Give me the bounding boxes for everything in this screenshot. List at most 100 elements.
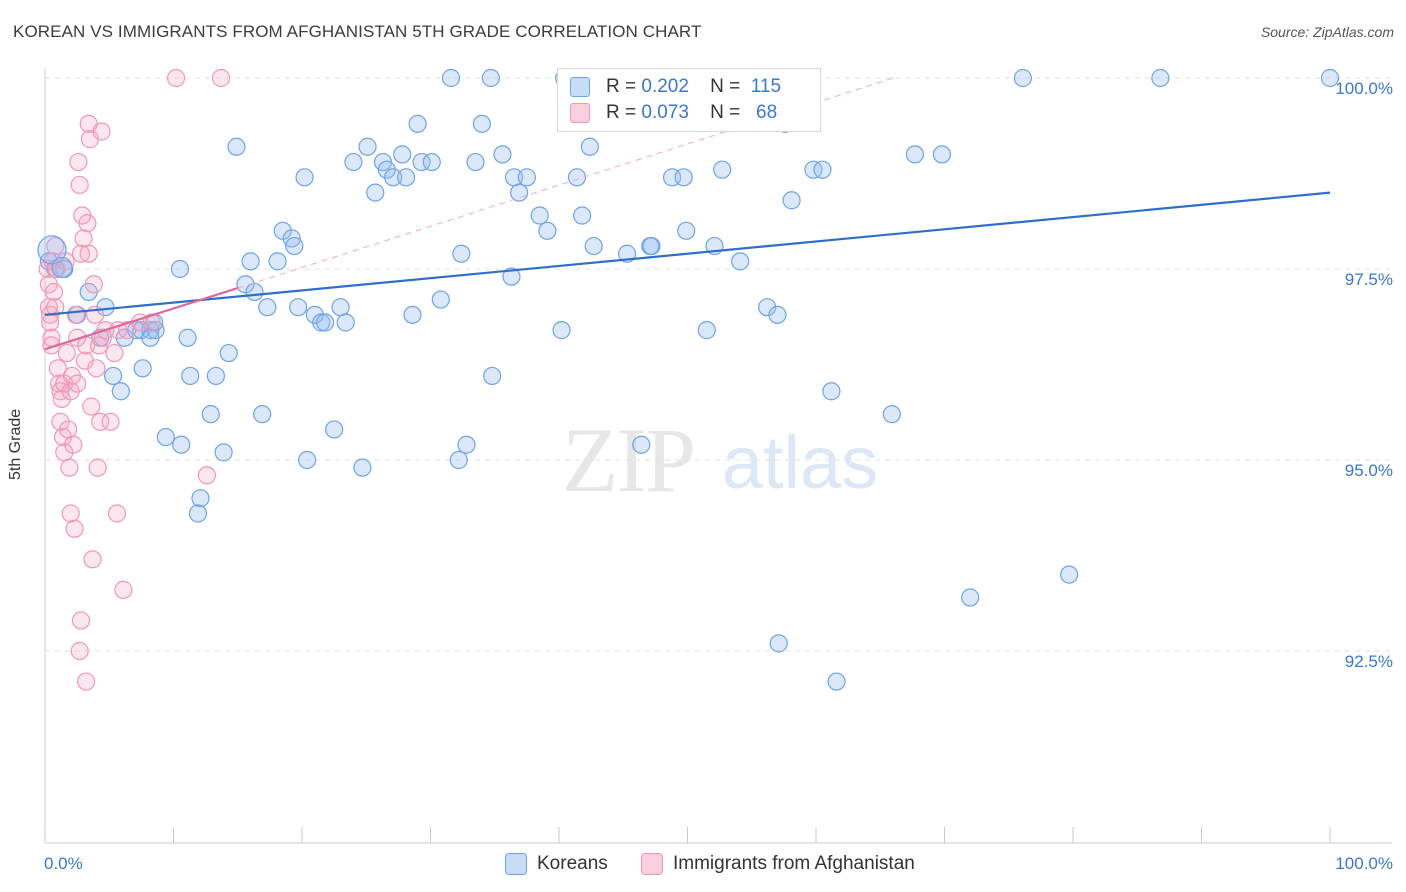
- korean-point: [1060, 565, 1079, 584]
- afghanistan-point: [61, 504, 80, 523]
- koreans-trend-line: [44, 191, 1331, 316]
- afghanistan-point: [61, 382, 80, 401]
- korean-point: [377, 160, 396, 179]
- korean-point: [331, 298, 350, 317]
- afghanistan-point: [71, 244, 91, 263]
- afghanistan-point: [70, 641, 89, 661]
- korean-point: [219, 343, 238, 363]
- korean-point: [258, 298, 277, 317]
- n-value-koreans: 115: [750, 76, 782, 97]
- korean-point: [253, 405, 272, 424]
- afghanistan-point: [64, 435, 83, 454]
- afghanistan-point: [59, 420, 78, 439]
- korean-point: [188, 504, 208, 523]
- korean-point: [422, 152, 441, 172]
- korean-point: [37, 235, 67, 265]
- korean-point: [813, 160, 832, 179]
- legend-item-afghanistan[interactable]: Immigrants from Afghanistan: [641, 852, 915, 876]
- afghanistan-point: [91, 412, 110, 431]
- afghanistan-point: [101, 412, 120, 431]
- afghanistan-point: [60, 458, 79, 477]
- korean-point: [431, 290, 450, 309]
- korean-point: [206, 366, 226, 386]
- korean-point: [768, 305, 787, 324]
- afghanistan-point: [211, 68, 231, 88]
- korean-point: [567, 168, 587, 187]
- korean-point: [483, 366, 502, 386]
- korean-point: [538, 221, 557, 240]
- korean-point: [452, 244, 471, 263]
- korean-point: [882, 405, 901, 424]
- korean-point: [932, 145, 952, 164]
- afghanistan-point: [142, 313, 161, 332]
- koreans-legend-swatch: [505, 853, 527, 875]
- korean-point: [227, 137, 246, 156]
- korean-point: [104, 366, 123, 386]
- korean-point: [366, 183, 385, 202]
- axes: [44, 68, 1392, 844]
- stats-legend: R = 0.202 N = 115 R = 0.073 N = 68: [557, 68, 821, 132]
- korean-point: [697, 321, 716, 340]
- koreans-swatch: [570, 77, 590, 97]
- korean-point: [201, 405, 220, 424]
- r-label: R =: [606, 76, 637, 97]
- korean-point: [305, 305, 324, 324]
- afghanistan-point: [87, 359, 106, 378]
- korean-point: [457, 435, 476, 454]
- afghanistan-point: [79, 244, 98, 263]
- korean-point: [133, 359, 152, 378]
- korean-point: [336, 313, 355, 332]
- korean-point: [961, 588, 980, 607]
- afghanistan-point: [82, 397, 101, 416]
- r-value-koreans: 0.202: [641, 76, 689, 97]
- chart-title: KOREAN VS IMMIGRANTS FROM AFGHANISTAN 5T…: [13, 22, 702, 41]
- afghanistan-point: [107, 504, 127, 523]
- x-tick-label: 100.0%: [1335, 854, 1393, 873]
- korean-point: [141, 328, 160, 347]
- korean-point: [312, 313, 331, 332]
- korean-point: [393, 145, 412, 164]
- n-value-afghanistan: 68: [756, 102, 778, 123]
- source-credit: Source: ZipAtlas.com: [1260, 24, 1394, 40]
- korean-point: [905, 145, 925, 164]
- korean-point: [178, 328, 197, 347]
- korean-point: [172, 435, 191, 454]
- korean-point: [584, 236, 603, 256]
- afghanistan-trend-line: [44, 287, 239, 351]
- korean-point: [214, 443, 233, 462]
- y-tick-label: 100.0%: [1335, 79, 1393, 98]
- korean-point: [111, 382, 130, 401]
- korean-point: [191, 489, 210, 508]
- korean-point: [396, 168, 416, 187]
- korean-point: [408, 114, 427, 133]
- korean-point: [1151, 68, 1170, 88]
- afghanistan-point: [46, 236, 65, 256]
- x-tick-label: 0.0%: [44, 854, 83, 873]
- korean-point: [530, 206, 549, 225]
- korean-point: [674, 168, 693, 187]
- y-tick-label: 92.5%: [1345, 652, 1393, 671]
- afghanistan-point: [105, 343, 124, 363]
- koreans-legend-label: Koreans: [537, 853, 608, 874]
- korean-point: [295, 168, 314, 187]
- korean-point: [552, 321, 571, 340]
- afghanistan-point: [84, 275, 103, 294]
- korean-point: [353, 458, 372, 477]
- korean-point: [325, 420, 344, 439]
- korean-point: [51, 256, 73, 279]
- korean-point: [1013, 68, 1032, 88]
- legend-item-koreans[interactable]: Koreans: [505, 852, 608, 876]
- korean-point: [580, 137, 599, 156]
- afghanistan-point: [57, 343, 76, 363]
- korean-point: [731, 252, 750, 271]
- afghanistan-point: [83, 550, 102, 569]
- afghanistan-point: [71, 611, 91, 630]
- y-tick-label: 95.0%: [1345, 461, 1393, 480]
- afghanistan-legend-swatch: [641, 853, 663, 875]
- data-points: [37, 68, 1340, 691]
- korean-point: [384, 168, 403, 187]
- afghanistan-point: [48, 359, 67, 378]
- afghanistan-point: [66, 305, 85, 324]
- korean-point: [713, 160, 732, 179]
- afghanistan-point: [46, 298, 65, 317]
